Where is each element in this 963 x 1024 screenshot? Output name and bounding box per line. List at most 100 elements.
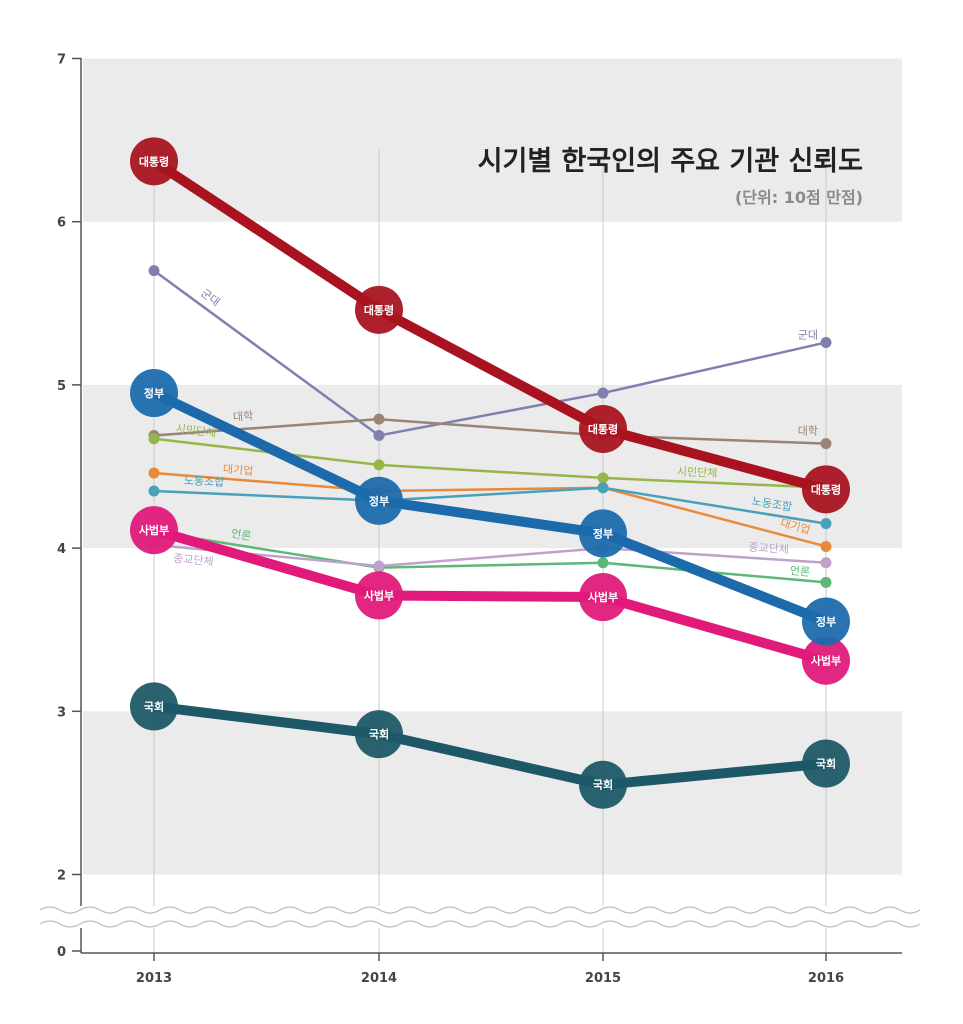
point-대통령-2015	[579, 404, 627, 453]
series-label-노동조합-1: 노동조합	[751, 495, 793, 514]
chart-subtitle: (단위: 10점 만점)	[735, 188, 863, 207]
point-사법부-2013	[130, 506, 178, 555]
point-label-정부-2014: 정부	[369, 494, 389, 508]
point-군대-2013	[148, 265, 160, 277]
point-label-정부-2016: 정부	[816, 615, 836, 629]
point-label-국회-2014: 국회	[369, 727, 389, 741]
line-군대	[153, 269, 827, 437]
point-국회-2015	[579, 760, 627, 809]
point-대학-2016	[820, 438, 832, 450]
point-대학-2014	[373, 413, 385, 425]
point-사법부-2015	[579, 573, 627, 622]
point-정부-2013	[130, 369, 178, 418]
band-7-6	[83, 58, 902, 222]
series-label-종교단체-1: 종교단체	[748, 541, 789, 557]
point-정부-2014	[355, 476, 403, 525]
point-대통령-2014	[355, 285, 403, 334]
point-군대-2015	[597, 387, 609, 399]
series-label-대학-0: 대학	[233, 409, 254, 423]
band-5-4	[83, 384, 902, 549]
point-사법부-2016	[802, 636, 850, 685]
point-노동조합-2016	[820, 518, 832, 530]
series-label-대학-1: 대학	[798, 425, 818, 438]
point-종교단체-2014	[373, 560, 385, 572]
y-tick-label-3: 3	[57, 705, 66, 720]
series-label-시민단체-1: 시민단체	[677, 465, 718, 480]
point-정부-2015	[579, 509, 627, 558]
point-label-국회-2013: 국회	[144, 699, 164, 713]
line-대기업	[153, 471, 827, 548]
series-label-군대-1: 군대	[798, 329, 818, 342]
line-국회	[149, 701, 831, 790]
point-노동조합-2015	[597, 482, 609, 494]
axis-break-wave-bottom	[39, 920, 921, 928]
point-label-사법부-2016: 사법부	[811, 654, 841, 668]
axis-break-gap	[40, 906, 920, 928]
series-label-언론-1: 언론	[789, 564, 810, 579]
line-종교단체	[153, 543, 827, 568]
point-label-사법부-2013: 사법부	[139, 523, 169, 537]
y-tick-label-7: 7	[57, 53, 66, 68]
point-시민단체-2014	[373, 459, 385, 471]
line-대학	[153, 417, 827, 445]
title-block: 시기별 한국인의 주요 기관 신뢰도 (단위: 10점 만점)	[478, 146, 863, 207]
point-대기업-2016	[820, 540, 832, 552]
point-언론-2016	[820, 576, 832, 588]
x-tick-label-2015: 2015	[585, 971, 621, 986]
point-label-국회-2016: 국회	[816, 757, 836, 771]
point-label-대통령-2013: 대통령	[139, 154, 169, 168]
point-label-정부-2013: 정부	[144, 386, 164, 400]
point-국회-2013	[130, 682, 178, 731]
point-군대-2014	[373, 429, 385, 441]
point-대기업-2013	[148, 467, 160, 479]
axes: 0 2 3 4 5 6 7 2013 2014 2015 2016	[39, 53, 921, 986]
series-label-종교단체-0: 종교단체	[173, 552, 215, 569]
point-대통령-2013	[130, 137, 178, 186]
point-군대-2016	[820, 336, 832, 348]
chart-title: 시기별 한국인의 주요 기관 신뢰도	[478, 146, 863, 177]
series-label-언론-0: 언론	[230, 527, 252, 543]
point-사법부-2014	[355, 571, 403, 620]
x-tick-label-2014: 2014	[361, 971, 397, 986]
point-종교단체-2016	[820, 557, 832, 569]
point-정부-2016	[802, 597, 850, 646]
point-국회-2016	[802, 739, 850, 788]
point-노동조합-2013	[148, 485, 160, 497]
series-label-시민단체-0: 시민단체	[175, 422, 217, 440]
line-노동조합	[153, 486, 827, 525]
y-tick-label-2: 2	[57, 869, 66, 884]
point-대통령-2016	[802, 465, 850, 514]
y-tick-label-0: 0	[57, 945, 66, 960]
y-tick-label-5: 5	[57, 379, 66, 394]
axis-break	[39, 906, 921, 928]
point-label-사법부-2015: 사법부	[588, 590, 618, 604]
series-label-대기업-0: 대기업	[222, 463, 253, 478]
band-3-2	[83, 711, 902, 875]
series-label-노동조합-0: 노동조합	[183, 474, 224, 489]
point-label-대통령-2016: 대통령	[811, 482, 841, 496]
line-대통령	[149, 156, 831, 495]
axis-break-wave-top	[39, 906, 921, 914]
point-label-대통령-2014: 대통령	[364, 303, 394, 317]
x-tick-label-2013: 2013	[136, 971, 172, 986]
point-시민단체-2013	[148, 433, 160, 445]
background-bands	[83, 58, 902, 953]
point-label-정부-2015: 정부	[593, 526, 613, 540]
point-언론-2015	[597, 557, 609, 569]
point-label-대통령-2015: 대통령	[588, 422, 618, 436]
line-사법부	[149, 525, 831, 666]
line-정부	[149, 388, 831, 627]
point-label-국회-2015: 국회	[593, 778, 613, 792]
point-label-사법부-2014: 사법부	[364, 588, 394, 602]
point-국회-2014	[355, 710, 403, 759]
point-시민단체-2015	[597, 472, 609, 484]
